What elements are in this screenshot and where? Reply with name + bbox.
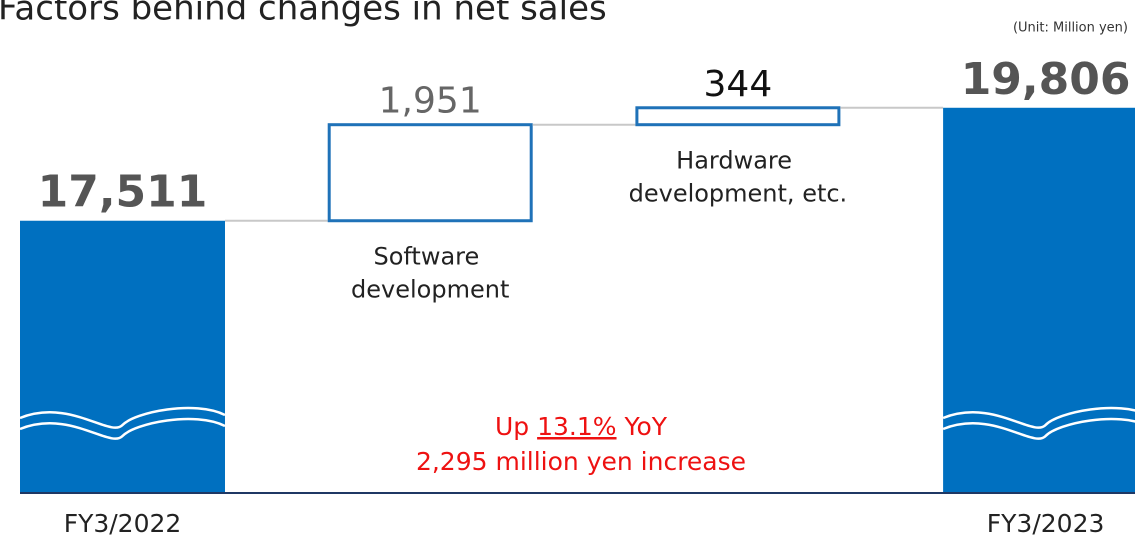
axis-break [19, 406, 226, 429]
annotation-part: 13.1% [537, 412, 616, 441]
category-label: Hardware development, etc. [629, 147, 848, 208]
unit-label: (Unit: Million yen) [1013, 21, 1128, 36]
category-label: Software development [351, 243, 509, 304]
axis-break [942, 406, 1135, 429]
annotation: 2,295 million yen increase [416, 447, 746, 476]
bar [943, 107, 1135, 492]
annotation-part: YoY [624, 412, 668, 441]
value-label: 344 [704, 64, 773, 105]
annotation-part: Up [495, 412, 529, 441]
annotation: Up 13.1% YoY [495, 412, 668, 441]
axis-break [19, 417, 226, 440]
chart-title: Factors behind changes in net sales [0, 0, 607, 29]
bar [327, 123, 533, 223]
value-label: 17,511 [38, 167, 208, 218]
value-label: 1,951 [379, 81, 482, 122]
category-label: FY3/2022 [64, 509, 182, 538]
axis-break [942, 417, 1135, 440]
value-label: 19,806 [961, 54, 1131, 105]
bar [20, 220, 225, 492]
bar [635, 106, 841, 127]
category-label: FY3/2023 [987, 509, 1105, 538]
